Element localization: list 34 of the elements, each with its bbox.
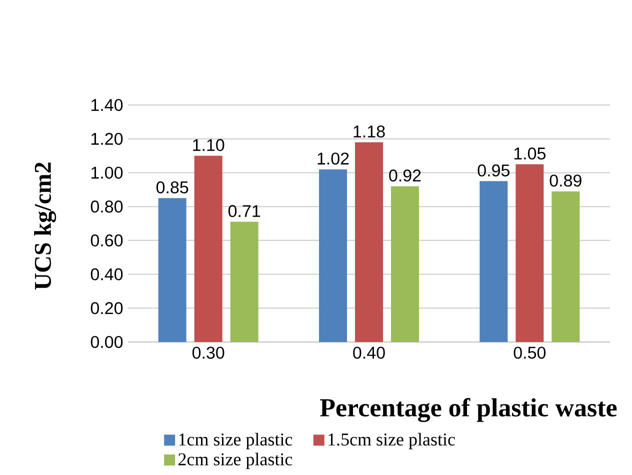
- bar: [516, 164, 544, 342]
- bar: [552, 191, 580, 342]
- x-tick-label: 0.30: [192, 346, 224, 359]
- data-label: 1.02: [318, 152, 349, 165]
- data-label: 0.92: [389, 170, 421, 182]
- bar: [194, 156, 222, 342]
- legend-label: 1.5cm size plastic: [328, 432, 455, 450]
- data-label: 1.05: [514, 147, 546, 160]
- y-tick-label: 1.00: [92, 166, 123, 179]
- data-label: 0.85: [156, 181, 188, 194]
- y-tick-label: 1.20: [92, 132, 123, 145]
- bar: [391, 186, 419, 342]
- y-tick-label: 1.40: [92, 98, 123, 112]
- data-label: 0.95: [478, 164, 510, 176]
- y-axis-title: UCS kg/cm2: [34, 162, 56, 290]
- data-label: 1.18: [354, 125, 385, 138]
- x-axis-title: Percentage of plastic waste: [320, 398, 617, 422]
- bar: [355, 142, 384, 342]
- legend-label: 1cm size plastic: [179, 432, 292, 450]
- bar: [480, 181, 508, 342]
- y-tick-label: 0.20: [90, 302, 123, 314]
- data-label: 1.10: [193, 139, 224, 152]
- bar: [319, 169, 347, 342]
- y-tick-label: 0.00: [90, 336, 123, 348]
- bar: [158, 198, 186, 342]
- legend-label: 2cm size plastic: [178, 452, 292, 470]
- data-label: 0.71: [228, 205, 260, 218]
- x-tick-label: 0.40: [353, 346, 385, 359]
- y-tick-label: 0.80: [90, 200, 123, 213]
- x-tick-label: 0.50: [514, 346, 546, 359]
- y-tick-label: 0.40: [90, 268, 123, 280]
- y-tick-label: 0.60: [90, 234, 123, 246]
- bar: [230, 222, 258, 342]
- data-label: 0.89: [550, 174, 582, 187]
